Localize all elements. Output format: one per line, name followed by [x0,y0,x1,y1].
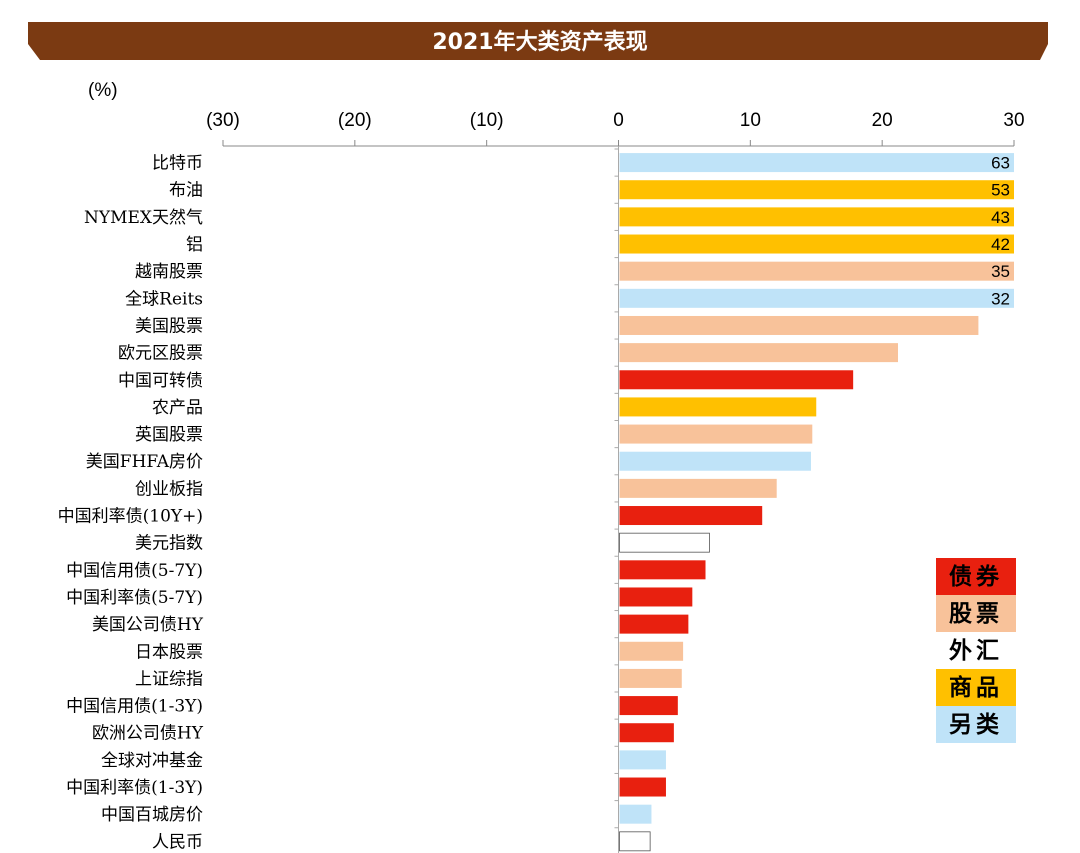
bar [619,804,652,824]
category-label: 布油 [169,181,203,201]
x-tick-label: 10 [740,110,761,131]
x-tick-label: 30 [1003,110,1024,131]
bar [619,343,898,363]
x-tick-label: 0 [613,110,624,131]
category-label: 越南股票 [135,262,203,282]
legend-item: 股票 [936,595,1016,632]
bar [619,506,763,526]
category-label: 日本股票 [135,642,203,662]
bar [619,614,689,634]
data-label: 42 [991,235,1010,254]
x-tick-label: (20) [338,110,372,131]
chart-title: 2021年大类资产表现 [432,30,648,55]
unit-label: (%) [88,80,118,101]
category-label: 美国FHFA房价 [86,452,203,472]
bar [619,532,710,553]
bar [619,641,684,661]
category-label: 中国信用债(5-7Y) [66,561,203,581]
category-label: 比特币 [152,154,203,174]
category-label: 农产品 [152,398,203,418]
category-label: 全球对冲基金 [101,751,203,771]
category-label: 欧洲公司债HY [92,724,204,744]
x-tick-label: (30) [206,110,240,131]
category-label: 中国利率债(5-7Y) [66,588,203,608]
bar [619,424,813,444]
legend-item: 外汇 [936,632,1016,669]
bar [619,288,1014,308]
category-label: 中国信用债(1-3Y) [66,697,203,717]
data-label: 63 [991,154,1010,173]
bar [619,587,693,607]
legend-item: 债券 [936,558,1016,595]
data-label: 32 [991,289,1010,308]
data-label: 53 [991,181,1010,200]
category-label: 美元指数 [135,534,203,554]
bar [619,234,1014,254]
legend-item: 另类 [936,706,1016,743]
category-label: 铝 [186,235,203,255]
bar [619,831,651,852]
category-label: NYMEX天然气 [84,208,203,228]
bar [619,180,1014,200]
bar [619,750,666,770]
legend-item: 商品 [936,669,1016,706]
legend: 债券 股票 外汇 商品 另类 [936,558,1016,743]
bar [619,478,777,498]
category-label: 中国可转债 [118,371,203,391]
category-label: 欧元区股票 [118,344,203,364]
category-label: 美国股票 [135,316,203,336]
bar [619,207,1014,227]
category-label: 美国公司债HY [92,615,204,635]
bar [619,451,811,471]
bar [619,777,666,797]
bar [619,261,1014,281]
bar [619,370,854,390]
category-label: 全球Reits [125,289,203,309]
x-tick-label: 20 [872,110,893,131]
bar [619,696,678,716]
data-label: 35 [991,262,1010,281]
category-label: 上证综指 [135,669,203,689]
category-label: 中国利率债(10Y+) [58,507,203,527]
category-label: 人民币 [152,832,203,852]
category-label: 创业板指 [135,479,203,499]
category-label: 中国百城房价 [101,805,203,825]
category-label: 英国股票 [135,425,203,445]
bar [619,315,979,335]
bar [619,723,674,743]
bar [619,668,682,688]
title-banner [28,22,1048,60]
bar [619,153,1014,173]
category-label: 中国利率债(1-3Y) [66,778,203,798]
bar [619,560,706,580]
bar [619,397,817,417]
data-label: 43 [991,208,1010,227]
x-tick-label: (10) [470,110,504,131]
